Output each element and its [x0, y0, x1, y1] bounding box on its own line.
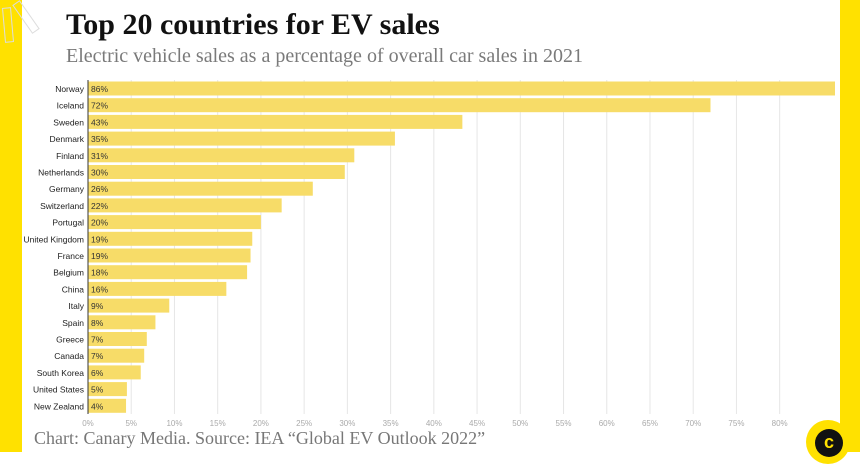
data-label: 9%	[91, 301, 104, 311]
data-label: 26%	[91, 184, 108, 194]
x-tick-label: 75%	[728, 419, 744, 428]
data-label: 72%	[91, 101, 108, 111]
bar-chart: Norway 86% Iceland 72% Sweden 43% Denmark 35% Fi…	[24, 80, 835, 428]
category-label: Germany	[49, 184, 85, 194]
category-label: Switzerland	[40, 201, 84, 211]
category-label: South Korea	[37, 368, 85, 378]
data-label: 6%	[91, 368, 104, 378]
data-label: 16%	[91, 284, 108, 294]
bar	[88, 181, 313, 196]
data-label: 86%	[91, 84, 108, 94]
right-border	[840, 0, 860, 452]
category-label: United Kingdom	[24, 234, 84, 244]
category-label: Sweden	[53, 117, 84, 127]
data-label: 19%	[91, 251, 108, 261]
category-label: China	[62, 284, 84, 294]
bar	[88, 265, 248, 280]
x-tick-label: 10%	[166, 419, 182, 428]
data-label: 35%	[91, 134, 108, 144]
x-tick-label: 0%	[82, 419, 94, 428]
data-label: 5%	[91, 385, 104, 395]
x-tick-label: 55%	[556, 419, 572, 428]
bar	[88, 332, 147, 346]
data-label: 7%	[91, 351, 104, 361]
bar	[88, 165, 345, 179]
data-label: 4%	[91, 401, 104, 411]
data-label: 22%	[91, 201, 108, 211]
bar	[88, 348, 145, 363]
data-label: 43%	[91, 117, 108, 127]
category-label: Canada	[54, 351, 84, 361]
data-label: 18%	[91, 268, 108, 278]
bar	[88, 398, 127, 413]
bar	[88, 98, 711, 113]
category-label: Spain	[62, 318, 84, 328]
x-tick-label: 40%	[426, 419, 442, 428]
x-tick-label: 5%	[125, 419, 137, 428]
data-label: 19%	[91, 234, 108, 244]
category-label: Iceland	[57, 101, 85, 111]
bar	[88, 198, 282, 213]
bar	[88, 382, 127, 397]
source-footer: Chart: Canary Media. Source: IEA “Global…	[34, 428, 486, 448]
x-tick-label: 15%	[210, 419, 226, 428]
canary-media-logo: c	[806, 420, 850, 464]
x-tick-label: 20%	[253, 419, 269, 428]
category-label: Finland	[56, 151, 84, 161]
logo-letter: c	[815, 429, 843, 457]
category-label: United States	[33, 385, 84, 395]
category-label: Italy	[68, 301, 84, 311]
bar	[88, 114, 463, 129]
x-tick-label: 30%	[339, 419, 355, 428]
sunburst-decoration	[1, 0, 40, 43]
x-tick-label: 60%	[599, 419, 615, 428]
data-label: 31%	[91, 151, 108, 161]
bar	[88, 131, 395, 146]
x-tick-label: 70%	[685, 419, 701, 428]
category-label: Portugal	[52, 218, 84, 228]
bar	[88, 231, 253, 246]
bar	[88, 215, 261, 230]
category-label: France	[58, 251, 85, 261]
left-border	[0, 0, 22, 452]
data-label: 30%	[91, 168, 108, 178]
x-tick-label: 80%	[772, 419, 788, 428]
category-label: New Zealand	[34, 401, 84, 411]
x-tick-label: 45%	[469, 419, 485, 428]
category-label: Greece	[56, 335, 84, 345]
x-tick-label: 35%	[383, 419, 399, 428]
chart-title: Top 20 countries for EV sales	[66, 8, 440, 41]
x-tick-label: 65%	[642, 419, 658, 428]
bar	[88, 315, 156, 330]
bar	[88, 81, 835, 96]
category-label: Belgium	[53, 268, 84, 278]
bar	[88, 281, 227, 296]
category-label: Denmark	[50, 134, 85, 144]
data-label: 7%	[91, 335, 104, 345]
x-tick-label: 50%	[512, 419, 528, 428]
chart-subtitle: Electric vehicle sales as a percentage o…	[66, 45, 583, 67]
data-label: 20%	[91, 218, 108, 228]
x-tick-label: 25%	[296, 419, 312, 428]
category-label: Netherlands	[38, 168, 84, 178]
bar	[88, 248, 251, 263]
data-label: 8%	[91, 318, 104, 328]
bar	[88, 148, 355, 163]
bar	[88, 365, 141, 380]
category-label: Norway	[55, 84, 85, 94]
bar	[88, 298, 170, 313]
